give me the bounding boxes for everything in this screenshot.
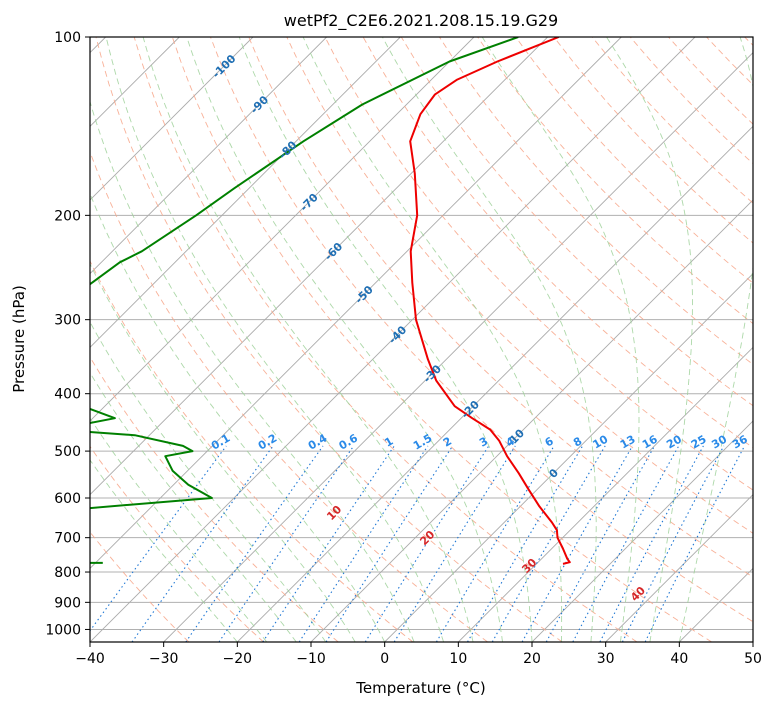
mixing-ratio-line — [393, 445, 516, 642]
moist-adiabat-line — [90, 371, 297, 642]
dry-adiabat-line — [95, 37, 563, 642]
x-tick-label: −20 — [223, 651, 253, 667]
x-tick-label: −40 — [75, 651, 105, 667]
isotherm-line — [605, 494, 753, 642]
mixing-ratio-line — [262, 445, 395, 642]
y-tick-label: 500 — [54, 444, 81, 460]
y-tick-label: 700 — [54, 531, 81, 547]
mixing-ratio-line — [491, 445, 606, 642]
isotherm-line — [531, 420, 753, 642]
x-tick-label: 30 — [597, 651, 615, 667]
x-tick-label: 10 — [449, 651, 467, 667]
isotherm-line — [237, 125, 753, 642]
moist-adiabat-line — [142, 37, 474, 642]
isotherm-line — [90, 37, 327, 275]
moist-adiabat-line — [90, 417, 268, 642]
y-tick-label: 1000 — [45, 622, 81, 638]
dry-adiabat-line — [248, 37, 753, 578]
y-tick-label: 400 — [54, 387, 81, 403]
series-layer — [90, 37, 571, 565]
dry-adiabat-line — [286, 37, 753, 534]
y-tick-label: 100 — [54, 30, 81, 46]
y-tick-label: 900 — [54, 595, 81, 611]
moist-adiabat-line — [302, 37, 563, 642]
mixing-ratio-line — [364, 445, 490, 642]
isotherm-line — [90, 37, 401, 348]
x-tick-label: −10 — [296, 651, 326, 667]
moist-adiabat-line — [481, 37, 640, 642]
y-tick-label: 200 — [54, 208, 81, 224]
mixing-ratio-line — [467, 445, 584, 642]
moist-adiabat-line — [90, 262, 356, 642]
moist-adiabat-line — [186, 37, 503, 642]
x-tick-label: 20 — [523, 651, 541, 667]
isotherm-line — [90, 37, 548, 496]
y-axis-label: Pressure (hPa) — [10, 285, 28, 393]
chart-title: wetPf2_C2E6.2021.208.15.19.G29 — [284, 11, 558, 31]
x-tick-label: 0 — [380, 651, 389, 667]
moist-adiabat-line — [382, 37, 597, 642]
dry-adiabat-line — [171, 37, 712, 642]
isotherm-line — [163, 52, 753, 642]
x-axis-label: Temperature (°C) — [355, 679, 485, 697]
isotherm-line — [90, 37, 696, 642]
dry-adiabat-line — [90, 259, 414, 642]
mixing-ratio-line — [572, 445, 680, 642]
tick-layer: −40 −30 −20 −10 0 10 20 30 40 50 100 200 300 400 500 60… — [45, 30, 762, 667]
moist-adiabat-line — [105, 37, 445, 642]
moist-adiabat-line — [606, 37, 693, 642]
isotherm-line — [90, 37, 475, 422]
moist-adiabat-line — [90, 459, 238, 642]
dry-adiabat-line — [515, 37, 753, 284]
mixing-ratio-line — [435, 445, 555, 642]
isotherm-line — [384, 273, 753, 642]
plot-frame — [89, 36, 754, 643]
dewpoint-profile-line — [90, 37, 519, 564]
moist-adiabat-line — [90, 100, 415, 642]
dry-adiabat-line — [90, 445, 264, 642]
mixing-ratio-line — [298, 445, 429, 642]
moist-adiabat-line — [238, 37, 533, 642]
mixing-ratio-line — [545, 445, 656, 642]
dry-adiabat-line — [133, 37, 638, 642]
y-tick-label: 600 — [54, 491, 81, 507]
y-tick-label: 300 — [54, 313, 81, 329]
moist-adiabat-line — [678, 37, 753, 642]
moist-adiabat-line — [90, 192, 386, 642]
x-tick-label: −30 — [149, 651, 179, 667]
dry-adiabat-line — [324, 37, 753, 491]
isotherm-line — [90, 37, 254, 201]
moist-adiabat-line — [90, 321, 327, 642]
mixing-ratio-line — [325, 445, 454, 642]
x-tick-label: 40 — [670, 651, 688, 667]
dry-adiabat-line — [210, 37, 753, 623]
y-tick-label: 800 — [54, 565, 81, 581]
temperature-profile-line — [409, 37, 571, 565]
x-tick-label: 50 — [744, 651, 762, 667]
isotherm-line — [752, 641, 753, 642]
isotherm-line — [90, 37, 622, 569]
grid-layer — [90, 37, 753, 642]
